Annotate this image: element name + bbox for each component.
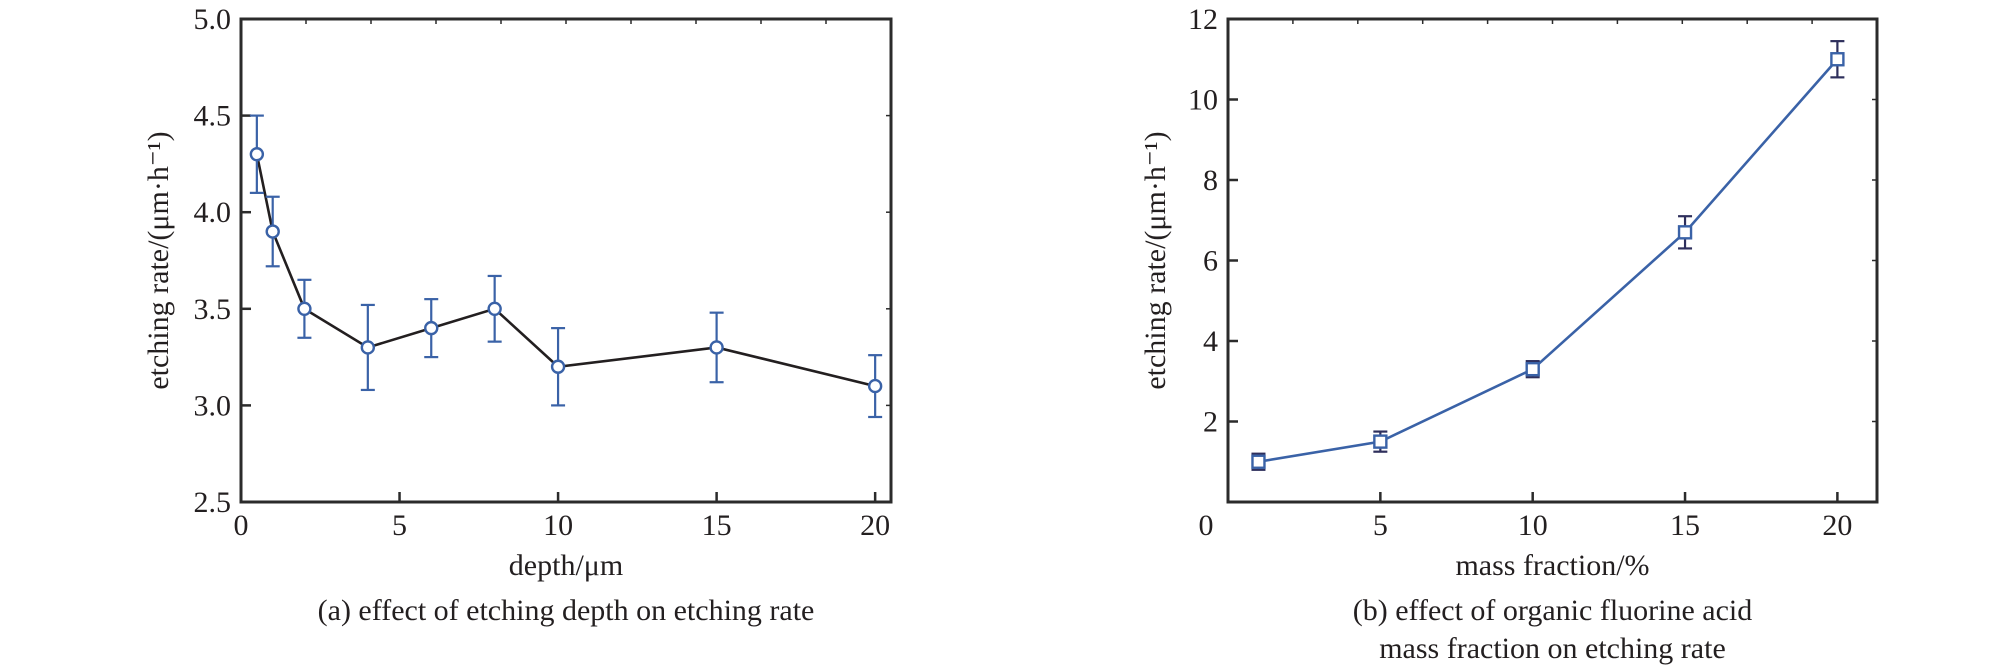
y-tick-label: 2 xyxy=(1203,406,1218,439)
y-tick-label: 4 xyxy=(1203,325,1218,358)
data-point xyxy=(487,301,502,316)
data-point xyxy=(249,147,265,162)
data-point xyxy=(1830,52,1845,67)
data-point xyxy=(709,340,724,355)
y-tick-label: 8 xyxy=(1203,164,1218,197)
y-tick-label: 3.5 xyxy=(194,293,232,326)
x-axis-label: depth/μm xyxy=(509,549,623,582)
y-axis-label: etching rate/(μm·h⁻¹) xyxy=(142,131,175,389)
y-tick-label: 12 xyxy=(1188,3,1218,36)
plot-frame xyxy=(1226,17,1879,504)
series-line xyxy=(255,153,876,388)
data-point xyxy=(1525,361,1540,377)
y-axis-label: etching rate/(μm·h⁻¹) xyxy=(1139,131,1172,389)
x-axis-label: mass fraction/% xyxy=(1455,549,1649,582)
y-tick-label: 4.5 xyxy=(194,100,232,133)
data-point xyxy=(424,320,439,336)
plot-frame xyxy=(239,17,893,504)
data-point xyxy=(1677,225,1693,240)
data-point xyxy=(550,359,566,374)
y-tick-label: 5.0 xyxy=(194,3,232,36)
series-line xyxy=(1258,58,1839,464)
x-tick-label: 10 xyxy=(543,509,573,542)
data-point xyxy=(297,301,312,316)
x-tick-label: 15 xyxy=(1670,509,1700,542)
data-point xyxy=(1373,434,1388,449)
data-point xyxy=(867,378,883,394)
data-point xyxy=(360,340,376,355)
x-tick-label: 20 xyxy=(860,509,890,542)
y-tick-label: 4.0 xyxy=(194,196,232,229)
chart-a: 0 5 10 15 20 2.5 3.0 3.5 4.0 4.5 5.0 depth/μm etchin… xyxy=(142,3,893,627)
figure-caption: (a) effect of etching depth on etching r… xyxy=(318,594,815,627)
data-point xyxy=(1251,454,1266,469)
x-tick-label: 0 xyxy=(1199,509,1214,542)
x-tick-label: 0 xyxy=(234,509,249,542)
figure-caption: mass fraction on etching rate xyxy=(1379,632,1726,665)
y-tick-label: 10 xyxy=(1188,84,1218,117)
data-point xyxy=(265,224,280,239)
y-tick-label: 2.5 xyxy=(194,486,232,519)
x-tick-label: 5 xyxy=(1373,509,1388,542)
y-tick-label: 3.0 xyxy=(194,389,232,422)
x-tick-label: 15 xyxy=(702,509,732,542)
chart-b: 0 5 10 15 20 2 4 6 8 10 12 mass fraction/% etching r… xyxy=(1139,3,1879,665)
y-tick-label: 6 xyxy=(1203,245,1218,278)
x-tick-label: 20 xyxy=(1822,509,1852,542)
x-tick-label: 5 xyxy=(392,509,407,542)
figure-caption: (b) effect of organic fluorine acid xyxy=(1353,594,1753,627)
x-tick-label: 10 xyxy=(1518,509,1548,542)
